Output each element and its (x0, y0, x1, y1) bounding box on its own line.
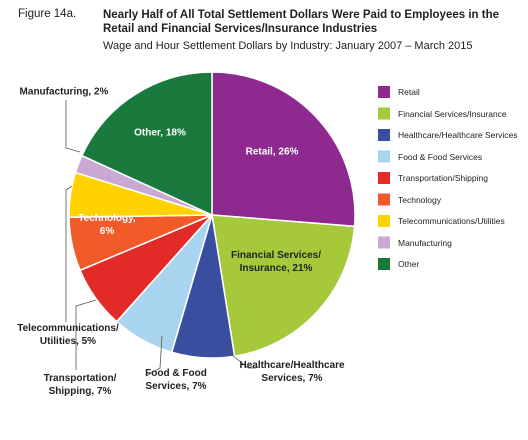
leader-line (225, 349, 256, 369)
data-label: Transportation/ Shipping, 7% (43, 373, 117, 397)
figure-label: Figure 14a. (18, 8, 77, 20)
legend-swatch (378, 172, 390, 184)
data-label: Healthcare/Healthcare Services, 7% (239, 360, 345, 384)
leader-line (145, 335, 163, 377)
legend-label: Financial Services/Insurance (398, 108, 507, 119)
legend-label: Telecommunications/Utilities (398, 216, 505, 226)
pie-slice (211, 214, 356, 358)
data-label: Financial Services/ Insurance, 21% (230, 250, 322, 274)
legend-label: Other (398, 259, 420, 269)
data-label: Food & Food Services, 7% (145, 368, 207, 392)
data-label: Manufacturing, 2% (19, 86, 109, 98)
legend-swatch (378, 107, 390, 120)
legend-swatch (378, 193, 390, 206)
legend-label: Manufacturing (398, 237, 452, 248)
leader-line (75, 299, 97, 370)
data-label: Retail, 26% (245, 146, 299, 158)
legend-swatch (378, 129, 390, 141)
legend-label: Retail (398, 87, 420, 97)
legend-swatch (378, 258, 390, 270)
chart-subtitle: Wage and Hour Settlement Dollars by Indu… (103, 40, 473, 52)
legend-swatch (378, 236, 390, 249)
chart-title: Nearly Half of All Total Settlement Doll… (103, 9, 499, 35)
legend-swatch (378, 86, 390, 98)
legend-label: Transportation/Shipping (398, 173, 488, 183)
header: Figure 14a. Nearly Half of All Total Set… (18, 8, 518, 36)
legend-label: Technology (398, 194, 442, 205)
data-label: Technology, 6% (78, 213, 136, 237)
data-label: Other, 18% (134, 127, 186, 139)
pie-slice (80, 71, 213, 217)
legend-label: Food & Food Services (398, 151, 483, 162)
leader-line (65, 185, 73, 322)
legend-label: Healthcare/Healthcare Services (398, 130, 518, 140)
legend-swatch (378, 215, 390, 227)
leader-line (65, 100, 81, 153)
legend-swatch (378, 150, 390, 163)
data-label: Telecommunications/ Utilities, 5% (17, 323, 119, 347)
pie-slice (211, 71, 356, 228)
